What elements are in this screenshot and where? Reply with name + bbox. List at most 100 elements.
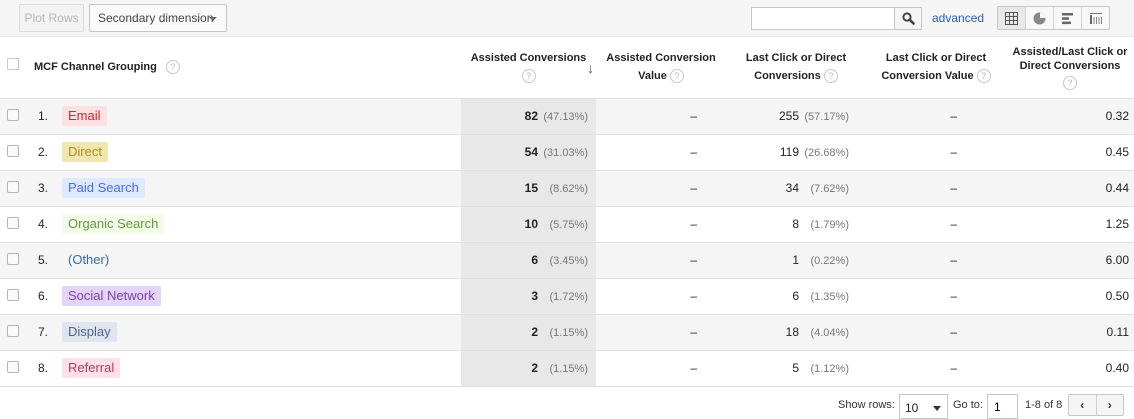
channel-cell: 3. Paid Search [34, 170, 461, 206]
search-icon [901, 12, 915, 25]
channel-cell: 1. Email [34, 98, 461, 134]
last-click-conversions-percent: (1.79%) [810, 219, 849, 231]
table-view-button[interactable] [998, 7, 1026, 29]
row-number: 5. [38, 253, 49, 267]
assisted-conversions-percent: (5.75%) [549, 219, 588, 231]
header-assisted-conversion-value[interactable]: Assisted Conversion Value ? [596, 37, 726, 98]
header-assisted-last-click-ratio[interactable]: Assisted/Last Click or Direct Conversion… [1006, 37, 1134, 98]
channel-link[interactable]: Direct [62, 142, 108, 162]
row-select-cell [0, 278, 34, 314]
assisted-conversion-value-cell: – [690, 109, 697, 123]
chevron-right-icon: › [1107, 398, 1112, 412]
last-click-conversions-value: 8 [792, 217, 799, 231]
ratio-cell: 0.50 [1105, 289, 1129, 303]
plot-rows-button[interactable]: Plot Rows [19, 4, 84, 32]
assisted-conversions-value: 15 [524, 181, 538, 195]
row-checkbox[interactable] [7, 180, 19, 193]
row-checkbox[interactable] [7, 288, 19, 301]
table-row: 8. Referral 2 (1.15%) – 5 (1.12%) – 0.40 [0, 350, 1134, 386]
table-row: 6. Social Network 3 (1.72%) – 6 (1.35%) – 0… [0, 278, 1134, 314]
show-rows-select[interactable]: 10 [899, 394, 948, 419]
header-assisted-conversions[interactable]: Assisted Conversions ? ↓ [461, 37, 596, 98]
header-last-click-conversion-value[interactable]: Last Click or Direct Conversion Value ? [866, 37, 1006, 98]
row-checkbox[interactable] [7, 324, 19, 337]
assisted-conversions-value: 3 [531, 289, 538, 303]
last-click-conversions-cell: 5 (1.12%) [726, 350, 866, 386]
assisted-conversions-cell: 6 (3.45%) [461, 242, 596, 278]
select-all-checkbox[interactable] [7, 58, 19, 71]
page-range-text: 1-8 of 8 [1025, 399, 1063, 411]
last-click-conversions-value: 119 [779, 145, 799, 159]
last-click-conversions-cell: 255 (57.17%) [726, 98, 866, 134]
row-checkbox[interactable] [7, 144, 19, 157]
table-row: 7. Display 2 (1.15%) – 18 (4.04%) – 0.11 [0, 314, 1134, 350]
channel-link[interactable]: Paid Search [62, 178, 145, 198]
last-click-conversion-value-cell: – [950, 325, 957, 339]
last-click-conversions-percent: (7.62%) [810, 183, 849, 195]
prev-page-button[interactable]: ‹ [1069, 395, 1097, 415]
last-click-conversions-value: 5 [792, 361, 799, 375]
channel-link[interactable]: Social Network [62, 286, 161, 306]
header-last-click-conversions[interactable]: Last Click or Direct Conversions ? [726, 37, 866, 98]
channel-link[interactable]: Display [62, 322, 117, 342]
sort-descending-icon[interactable]: ↓ [587, 60, 594, 76]
advanced-filter-link[interactable]: advanced [932, 11, 985, 25]
percentage-view-button[interactable] [1026, 7, 1054, 29]
row-select-cell [0, 206, 34, 242]
channel-link[interactable]: (Other) [68, 252, 110, 267]
assisted-conversions-cell: 10 (5.75%) [461, 206, 596, 242]
channel-link[interactable]: Email [62, 106, 107, 126]
table-row: 5. (Other) 6 (3.45%) – 1 (0.22%) – 6.00 [0, 242, 1134, 278]
row-checkbox[interactable] [7, 216, 19, 229]
show-rows-value: 10 [905, 401, 919, 415]
last-click-conversions-percent: (26.68%) [804, 147, 849, 159]
assisted-conversion-value-cell: – [690, 181, 697, 195]
assisted-conversions-percent: (3.45%) [549, 255, 588, 267]
last-click-conversion-value-cell: – [950, 361, 957, 375]
view-switcher [997, 6, 1110, 30]
last-click-conversions-cell: 119 (26.68%) [726, 134, 866, 170]
assisted-conversions-cell: 2 (1.15%) [461, 350, 596, 386]
row-select-cell [0, 242, 34, 278]
pie-chart-icon [1033, 12, 1046, 24]
channel-link[interactable]: Referral [62, 358, 121, 378]
next-page-button[interactable]: › [1097, 395, 1124, 415]
table-row: 3. Paid Search 15 (8.62%) – 34 (7.62%) – 0.… [0, 170, 1134, 206]
help-icon[interactable]: ? [1063, 75, 1077, 90]
assisted-conversion-value-cell: – [690, 361, 697, 375]
assisted-conversions-value: 6 [531, 253, 538, 267]
chevron-left-icon: ‹ [1080, 398, 1085, 412]
ratio-cell: 0.45 [1105, 145, 1129, 159]
search-button[interactable] [894, 8, 921, 29]
goto-page-input[interactable] [987, 394, 1018, 419]
channel-link[interactable]: Organic Search [62, 214, 165, 234]
assisted-conversions-percent: (8.62%) [549, 183, 588, 195]
help-icon[interactable]: ? [823, 69, 838, 84]
row-checkbox[interactable] [7, 108, 19, 121]
grid-icon [1005, 11, 1018, 25]
last-click-conversions-cell: 8 (1.79%) [726, 206, 866, 242]
help-icon[interactable]: ? [669, 69, 684, 84]
header-label-line1: Assisted/Last Click or [1012, 45, 1128, 58]
secondary-dimension-dropdown[interactable]: Secondary dimension [89, 4, 227, 32]
performance-view-button[interactable] [1054, 7, 1082, 29]
row-checkbox[interactable] [7, 360, 19, 373]
last-click-conversions-cell: 1 (0.22%) [726, 242, 866, 278]
help-icon[interactable]: ? [165, 60, 180, 75]
comparison-view-button[interactable] [1082, 7, 1109, 29]
header-mcf-channel-grouping[interactable]: MCF Channel Grouping ? [34, 37, 461, 98]
assisted-conversion-value-cell: – [690, 325, 697, 339]
row-checkbox[interactable] [7, 252, 19, 265]
data-table: MCF Channel Grouping ? Assisted Conversi… [0, 37, 1134, 387]
assisted-conversions-cell: 82 (47.13%) [461, 98, 596, 134]
search-input[interactable] [752, 8, 895, 29]
header-label-line1: Last Click or Direct [745, 52, 847, 65]
row-select-cell [0, 98, 34, 134]
help-icon[interactable]: ? [521, 69, 536, 84]
channel-cell: 8. Referral [34, 350, 461, 386]
help-icon[interactable]: ? [976, 69, 991, 84]
show-rows-label: Show rows: [838, 399, 895, 411]
table-toolbar: Plot Rows Secondary dimension advanced [0, 0, 1134, 37]
assisted-conversions-percent: (31.03%) [543, 147, 588, 159]
assisted-conversions-value: 54 [524, 145, 538, 159]
